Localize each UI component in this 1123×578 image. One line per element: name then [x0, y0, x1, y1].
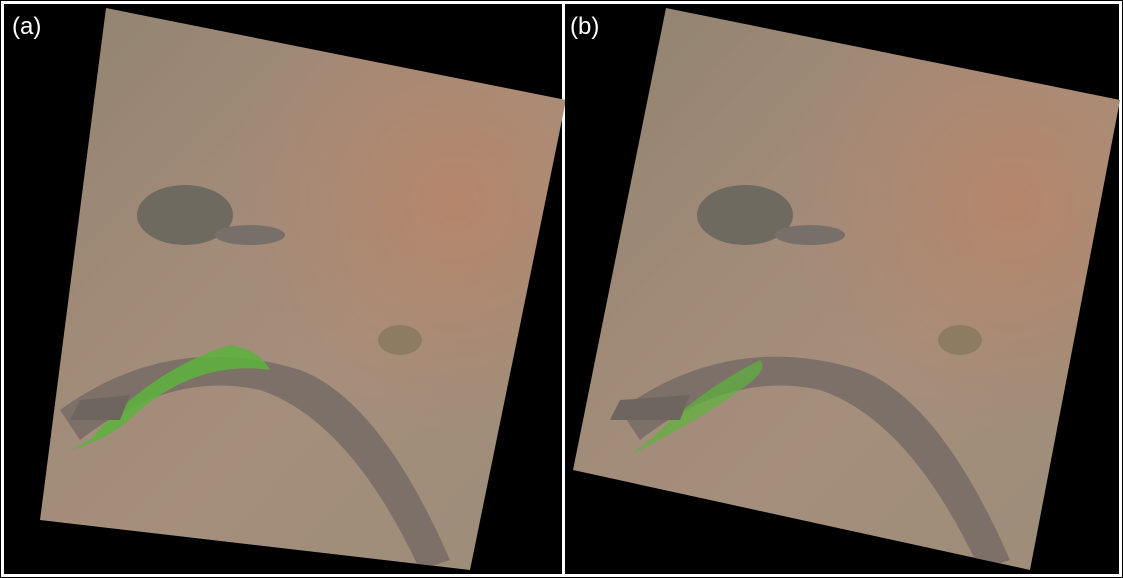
satellite-image: [40, 8, 566, 570]
panel-label: (a): [12, 13, 41, 40]
panel-label: (b): [570, 13, 599, 40]
satellite-image: [573, 8, 1120, 570]
